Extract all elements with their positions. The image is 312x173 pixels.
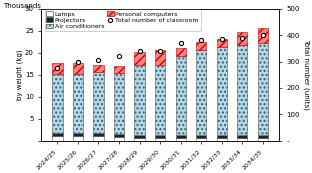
- Bar: [52, 63, 62, 74]
- Bar: [134, 138, 145, 141]
- Bar: [176, 48, 186, 56]
- Bar: [73, 136, 83, 141]
- Bar: [93, 133, 104, 136]
- Bar: [52, 74, 62, 133]
- Total number of classroom: [56, 67, 59, 69]
- Bar: [114, 66, 124, 72]
- Total number of classroom: [220, 38, 224, 40]
- Total number of classroom: [199, 39, 203, 42]
- Bar: [93, 72, 104, 133]
- Bar: [196, 42, 206, 50]
- Bar: [196, 50, 206, 135]
- Bar: [217, 39, 227, 47]
- Total number of classroom: [97, 59, 100, 61]
- Line: Total number of classroom: Total number of classroom: [55, 33, 265, 70]
- Bar: [237, 32, 247, 45]
- Bar: [237, 138, 247, 141]
- Bar: [258, 28, 268, 43]
- Bar: [176, 138, 186, 141]
- Bar: [134, 65, 145, 135]
- Total number of classroom: [241, 37, 244, 39]
- Bar: [217, 135, 227, 138]
- Bar: [52, 136, 62, 141]
- Total number of classroom: [179, 42, 183, 44]
- Bar: [217, 47, 227, 135]
- Bar: [258, 135, 268, 138]
- Bar: [134, 135, 145, 138]
- Bar: [93, 136, 104, 141]
- Bar: [217, 138, 227, 141]
- Text: Thousands: Thousands: [3, 3, 41, 9]
- Total number of classroom: [76, 61, 80, 63]
- Total number of classroom: [138, 50, 141, 52]
- Y-axis label: by weight (kg): by weight (kg): [17, 49, 23, 100]
- Bar: [134, 52, 145, 65]
- Total number of classroom: [158, 50, 162, 52]
- Bar: [237, 45, 247, 135]
- Bar: [155, 50, 165, 65]
- Bar: [196, 135, 206, 138]
- Bar: [52, 133, 62, 136]
- Bar: [114, 72, 124, 134]
- Total number of classroom: [117, 55, 121, 57]
- Bar: [258, 43, 268, 135]
- Y-axis label: Total number (units): Total number (units): [303, 39, 309, 110]
- Bar: [176, 135, 186, 138]
- Bar: [93, 65, 104, 72]
- Bar: [196, 138, 206, 141]
- Bar: [73, 63, 83, 74]
- Bar: [73, 133, 83, 136]
- Bar: [73, 74, 83, 133]
- Bar: [176, 56, 186, 135]
- Bar: [237, 135, 247, 138]
- Bar: [258, 138, 268, 141]
- Total number of classroom: [261, 34, 265, 36]
- Bar: [114, 134, 124, 137]
- Bar: [155, 138, 165, 141]
- Bar: [155, 65, 165, 135]
- Bar: [114, 137, 124, 141]
- Bar: [155, 135, 165, 138]
- Legend: Lamps, Projectors, Air conditioners, Personal computers, Total number of classro: Lamps, Projectors, Air conditioners, Per…: [45, 9, 201, 31]
